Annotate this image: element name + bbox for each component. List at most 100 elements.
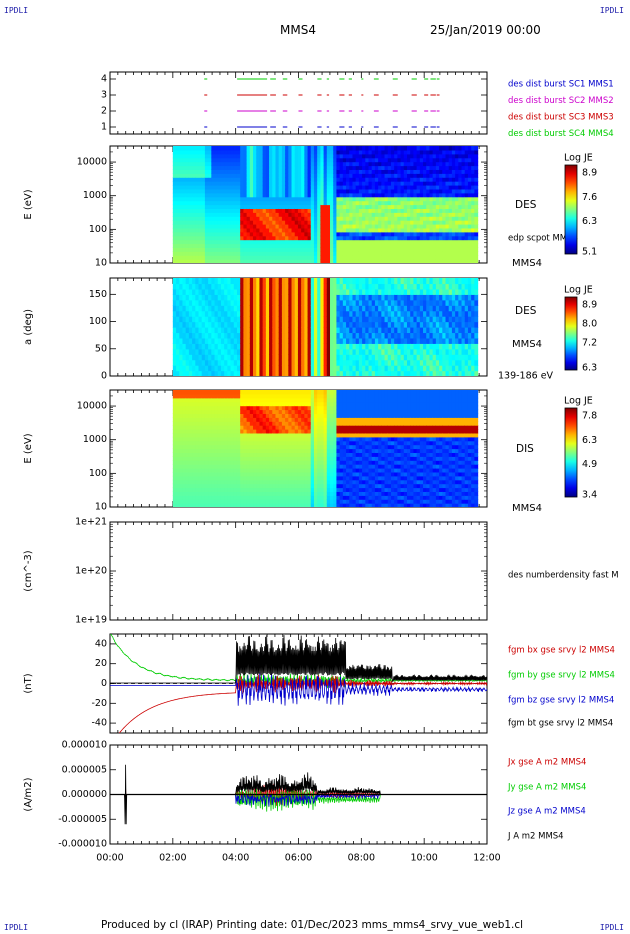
heatmap-cell — [442, 247, 447, 252]
heatmap-cell — [220, 259, 225, 263]
heatmap-cell — [192, 153, 196, 159]
heatmap-cell — [310, 169, 315, 174]
heatmap-cell — [458, 251, 463, 256]
heatmap-cell — [349, 343, 354, 350]
heatmap-cell — [301, 288, 305, 295]
heatmap-cell — [349, 220, 354, 225]
heatmap-cell — [407, 247, 411, 252]
heatmap-cell — [349, 288, 354, 295]
heatmap-cell — [397, 231, 402, 237]
heatmap-cell — [192, 255, 196, 260]
heatmap-cell — [304, 288, 309, 295]
heatmap-cell — [304, 305, 309, 312]
heatmap-cell — [326, 204, 331, 209]
heatmap-cell — [233, 149, 238, 155]
heatmap-cell — [227, 181, 232, 186]
heatmap-cell — [387, 305, 392, 312]
heatmap-cell — [333, 231, 338, 237]
heatmap-cell — [256, 310, 261, 317]
heatmap-cell — [355, 337, 360, 344]
heatmap-cell — [326, 332, 331, 339]
heatmap-cell — [256, 316, 261, 323]
heatmap-cell — [201, 316, 206, 323]
heatmap-cell — [323, 294, 328, 301]
heatmap-cell — [435, 283, 440, 290]
heatmap-cell — [358, 239, 363, 245]
heatmap-cell — [400, 185, 405, 190]
heatmap-cell — [201, 196, 206, 202]
heatmap-cell — [413, 165, 418, 170]
heatmap-cell — [333, 299, 338, 306]
heatmap-cell — [342, 227, 347, 233]
heatmap-cell — [365, 239, 370, 245]
heatmap-cell — [381, 239, 386, 245]
heatmap-cell — [378, 220, 382, 225]
heatmap-cell — [214, 192, 219, 198]
heatmap-cell — [368, 188, 373, 194]
heatmap-cell — [439, 169, 443, 174]
heatmap-cell — [330, 278, 334, 285]
heatmap-cell — [455, 283, 459, 290]
heatmap-cell — [233, 157, 238, 163]
heatmap-cell — [474, 165, 479, 170]
heatmap-cell — [281, 235, 286, 241]
heatmap-cell — [278, 288, 283, 295]
heatmap-cell — [236, 169, 241, 174]
heatmap-cell — [397, 343, 402, 350]
heatmap-cell — [358, 165, 363, 170]
heatmap-cell — [448, 165, 453, 170]
heatmap-cell — [201, 343, 206, 350]
heatmap-cell — [381, 192, 386, 198]
heatmap-cell — [330, 177, 334, 182]
heatmap-cell — [362, 149, 366, 155]
heatmap-cell — [349, 165, 354, 170]
heatmap-cell — [371, 212, 376, 217]
heatmap-cell — [291, 283, 296, 290]
heatmap-cell — [230, 165, 235, 170]
heatmap-cell — [185, 161, 190, 167]
heatmap-cell — [243, 146, 248, 151]
heatmap-cell — [259, 283, 264, 290]
heatmap-cell — [342, 235, 347, 241]
heatmap-cell — [410, 224, 415, 229]
heatmap-cell — [378, 231, 382, 237]
heatmap-cell — [246, 212, 251, 217]
heatmap-cell — [233, 255, 238, 260]
heatmap-cell — [201, 354, 206, 361]
heatmap-cell — [439, 337, 443, 344]
heatmap-cell — [224, 227, 228, 233]
heatmap-cell — [198, 288, 203, 295]
heatmap-cell — [179, 153, 184, 159]
heatmap-cell — [397, 161, 402, 167]
heatmap-cell — [464, 343, 469, 350]
heatmap-cell — [394, 188, 398, 194]
heatmap-cell — [240, 348, 245, 355]
heatmap-cell — [246, 332, 251, 339]
heatmap-cell — [201, 177, 206, 182]
corner-label-top-right: IPDLI — [599, 6, 624, 15]
heatmap-cell — [253, 149, 257, 155]
heatmap-cell — [349, 294, 354, 301]
heatmap-cell — [307, 165, 312, 170]
heatmap-cell — [336, 235, 341, 241]
heatmap-cell — [188, 299, 193, 306]
heatmap-cell — [432, 316, 437, 323]
heatmap-cell — [176, 321, 180, 328]
heatmap-cell — [362, 359, 366, 366]
heatmap-cell — [423, 278, 427, 285]
heatmap-cell — [445, 192, 450, 198]
heatmap-cell — [403, 208, 408, 213]
heatmap-cell — [259, 337, 264, 344]
heatmap-cell — [323, 188, 328, 194]
heatmap-cell — [208, 294, 212, 301]
heatmap-cell — [227, 185, 232, 190]
heatmap-cell — [403, 251, 408, 256]
heatmap-cell — [182, 181, 187, 186]
heatmap-cell — [176, 204, 180, 209]
heatmap-cell — [249, 255, 254, 260]
heatmap-cell — [445, 299, 450, 306]
heatmap-cell — [333, 216, 338, 221]
heatmap-cell — [230, 192, 235, 198]
heatmap-cell — [346, 161, 350, 167]
heatmap-cell — [310, 294, 315, 301]
